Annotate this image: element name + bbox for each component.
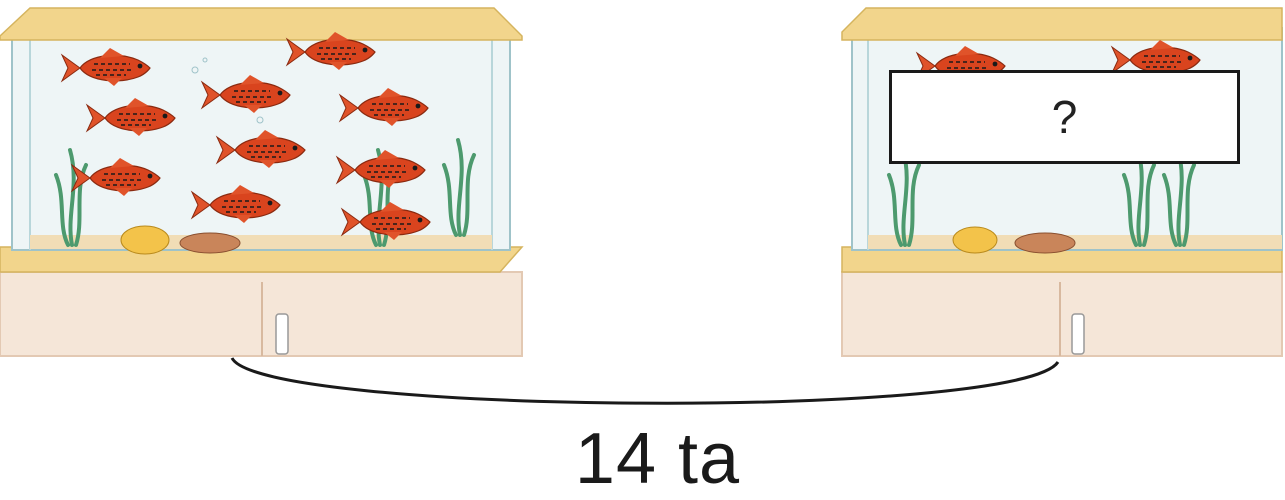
right-aquarium <box>842 8 1282 356</box>
cabinet-handle-icon <box>1072 314 1084 354</box>
question-mark: ? <box>1052 90 1078 144</box>
left-aquarium <box>0 8 522 356</box>
bracket-arc <box>232 358 1058 403</box>
cabinet-handle-icon <box>276 314 288 354</box>
total-label: 14 ta <box>0 418 1285 500</box>
question-box: ? <box>889 70 1240 164</box>
